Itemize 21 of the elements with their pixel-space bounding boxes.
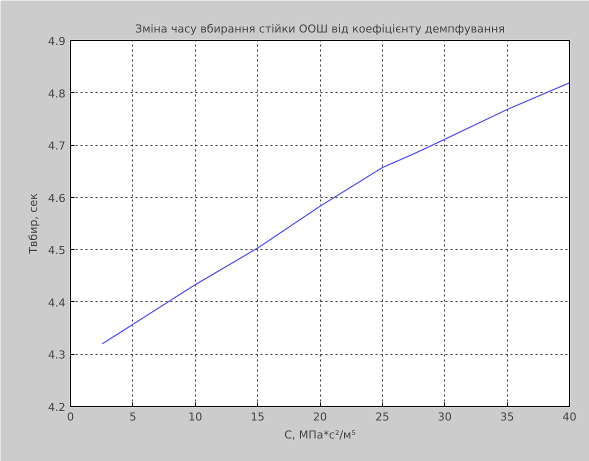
x-tick-label: 0: [67, 410, 74, 424]
y-tick-label: 4.4: [48, 296, 66, 310]
chart-title: Зміна часу вбирання стійки ООШ від коефіцієнту демпфування: [135, 22, 505, 36]
x-tick-label: 5: [129, 410, 136, 424]
x-tick-label: 25: [375, 410, 390, 424]
y-tick-label: 4.2: [48, 401, 66, 414]
y-tick-label: 4.9: [48, 35, 66, 48]
line-series: [102, 82, 570, 344]
x-axis-title: C, МПа*с²/м⁵: [284, 428, 356, 442]
x-tick-label: 35: [500, 410, 514, 424]
y-tick-label: 4.3: [48, 348, 66, 362]
y-tick-label: 4.5: [48, 244, 66, 258]
x-tick-label: 10: [188, 410, 202, 424]
y-tick-label: 4.8: [48, 87, 66, 100]
y-axis-title: Твбир, сек: [27, 192, 40, 255]
x-tick-label: 20: [313, 410, 327, 424]
y-tick-label: 4.6: [48, 192, 66, 205]
x-tick-label: 40: [562, 410, 576, 424]
y-tick-label: 4.7: [48, 140, 66, 153]
x-tick-label: 15: [250, 410, 265, 424]
x-tick-label: 30: [438, 410, 452, 424]
